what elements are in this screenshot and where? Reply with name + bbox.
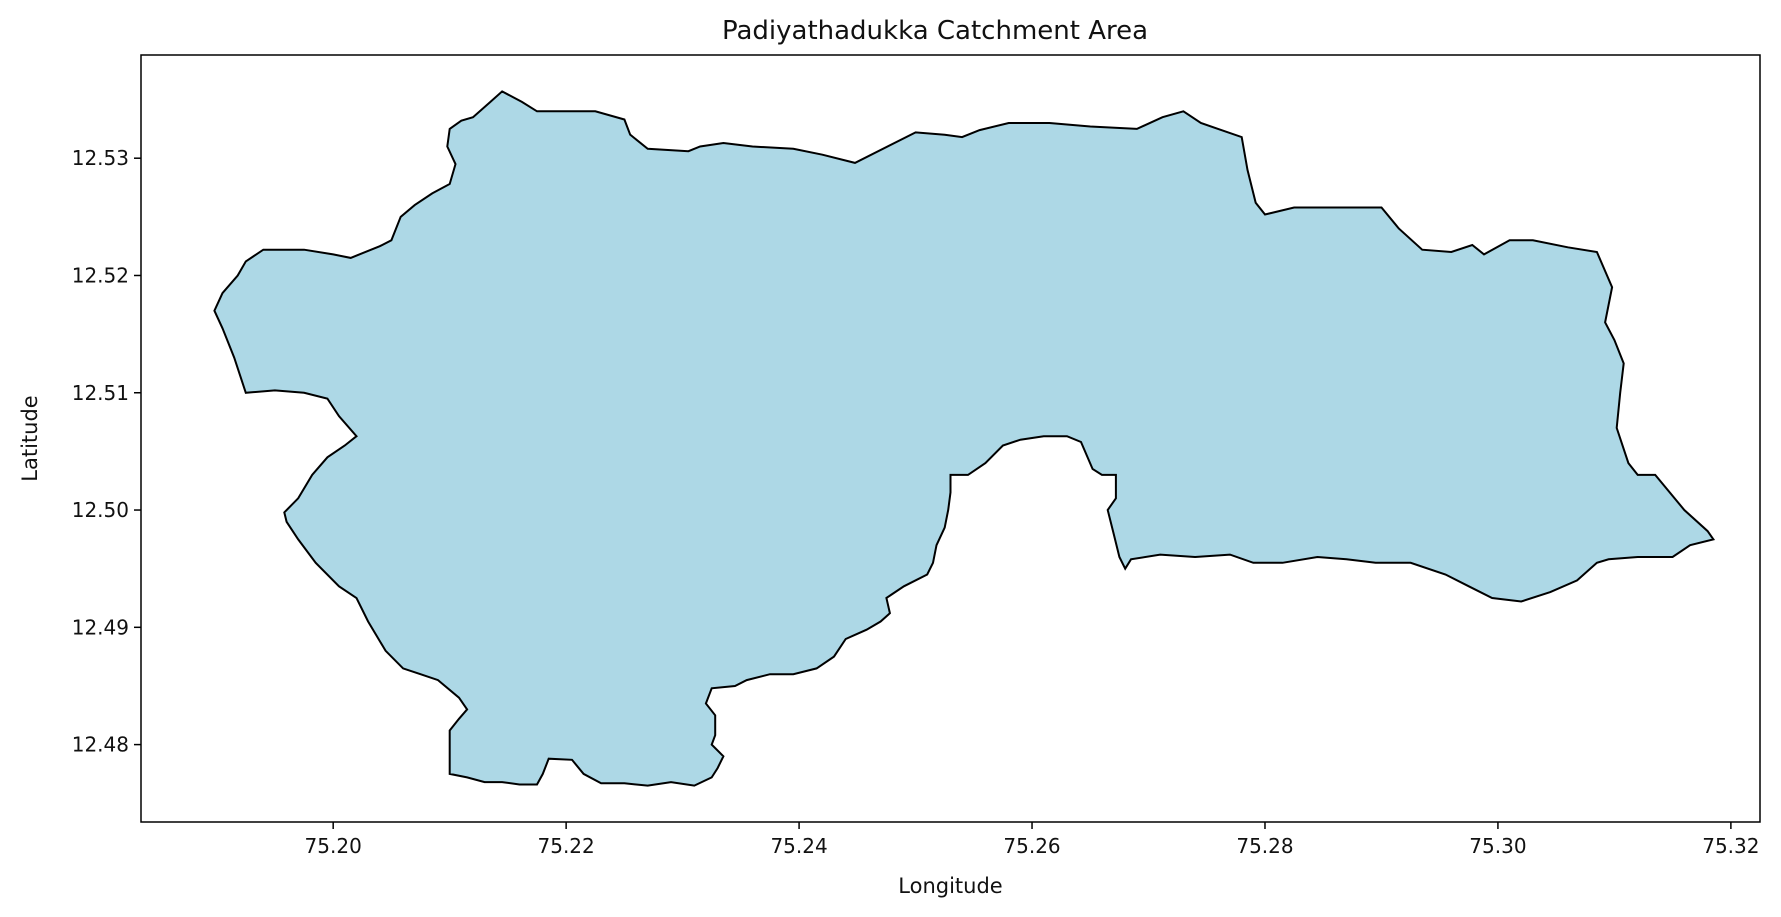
y-axis-label: Latitude [18,395,42,481]
y-tick-label: 12.49 [72,615,129,639]
y-tick-label: 12.48 [72,733,129,757]
x-tick-label: 75.28 [1236,834,1293,858]
x-tick-label: 75.20 [305,834,362,858]
axes-frame [140,54,1761,823]
x-tick-label: 75.30 [1469,834,1526,858]
y-tick-label: 12.51 [72,381,129,405]
plot-area [213,90,1716,787]
y-tick-label: 12.52 [72,263,129,287]
map-title: Padiyathadukka Catchment Area [722,16,1148,46]
x-axis-label: Longitude [898,874,1002,898]
y-axis-ticks: 12.48 12.49 12.50 12.51 12.52 12.53 [72,146,141,757]
x-tick-label: 75.22 [538,834,595,858]
y-tick-label: 12.50 [72,498,129,522]
catchment-polygon[interactable] [213,90,1716,787]
x-tick-label: 75.26 [1003,834,1060,858]
x-tick-label: 75.32 [1702,834,1759,858]
x-axis-ticks: 75.20 75.22 75.24 75.26 75.28 75.30 75.32 [305,822,1760,858]
y-tick-label: 12.53 [72,146,129,170]
x-tick-label: 75.24 [770,834,827,858]
